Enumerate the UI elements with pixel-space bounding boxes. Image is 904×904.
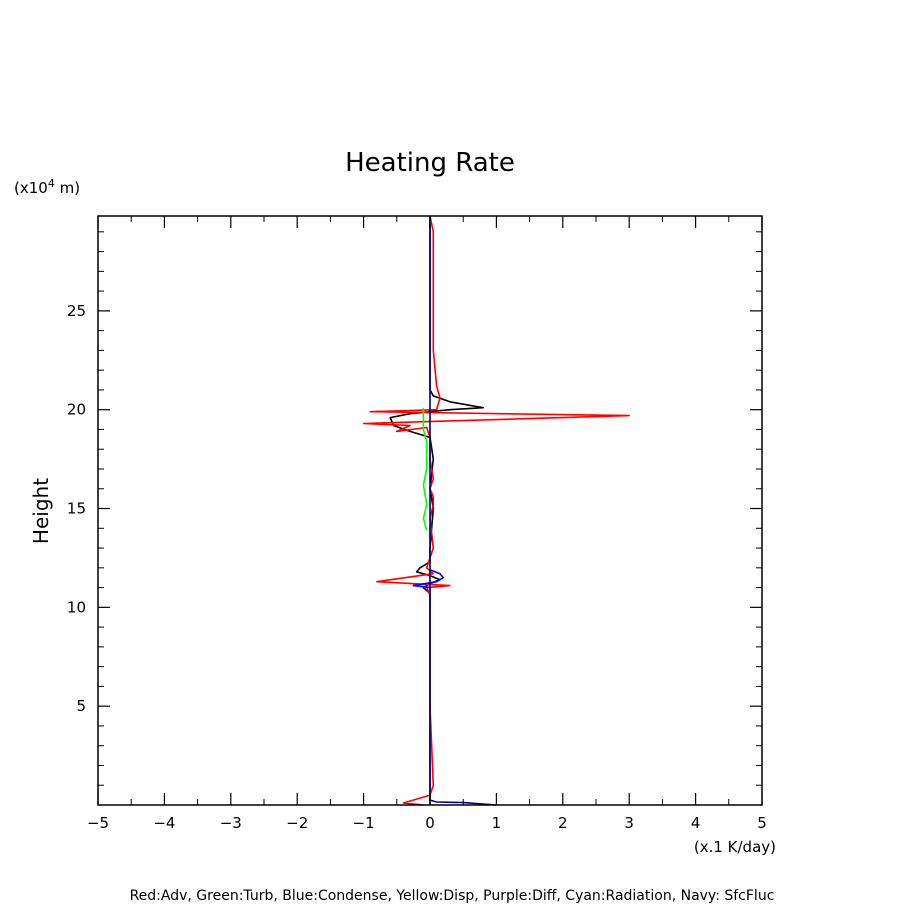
x-tick-label: 3 [624,814,634,832]
x-tick-label: −4 [153,814,175,832]
x-tick-label: 1 [492,814,502,832]
series-line-turb [422,407,428,531]
y-tick-label: 20 [67,401,86,419]
y-units-exponent: 4 [48,177,55,190]
y-tick-label: 10 [67,598,86,616]
y-axis-label: Height [29,478,53,544]
y-tick-label: 5 [76,697,86,715]
x-tick-label: 4 [691,814,701,832]
y-tick-label: 25 [67,302,86,320]
legend-text: Red:Adv, Green:Turb, Blue:Condense, Yell… [130,888,775,904]
chart-title: Heating Rate [345,148,515,178]
x-tick-label: −3 [220,814,242,832]
x-tick-label: 2 [558,814,568,832]
series-layer [362,215,631,806]
y-tick-label: 15 [67,500,86,518]
x-tick-label: 0 [425,814,435,832]
x-tick-label: 5 [757,814,767,832]
x-tick-labels: −5 −4 −3 −2 −1 0 1 2 3 4 5 [87,814,767,832]
x-axis-label: (x.1 K/day) [694,838,776,856]
x-tick-label: −2 [286,814,308,832]
x-tick-label: −1 [353,814,375,832]
series-line-sfcfluc [429,216,497,806]
y-tick-labels: 5 10 15 20 25 [67,302,86,715]
plot-frame [97,215,763,806]
series-line-adv [362,215,631,806]
x-tick-label: −5 [87,814,109,832]
series-line-total [389,216,484,805]
y-units-label: (x104 m) [14,177,80,197]
